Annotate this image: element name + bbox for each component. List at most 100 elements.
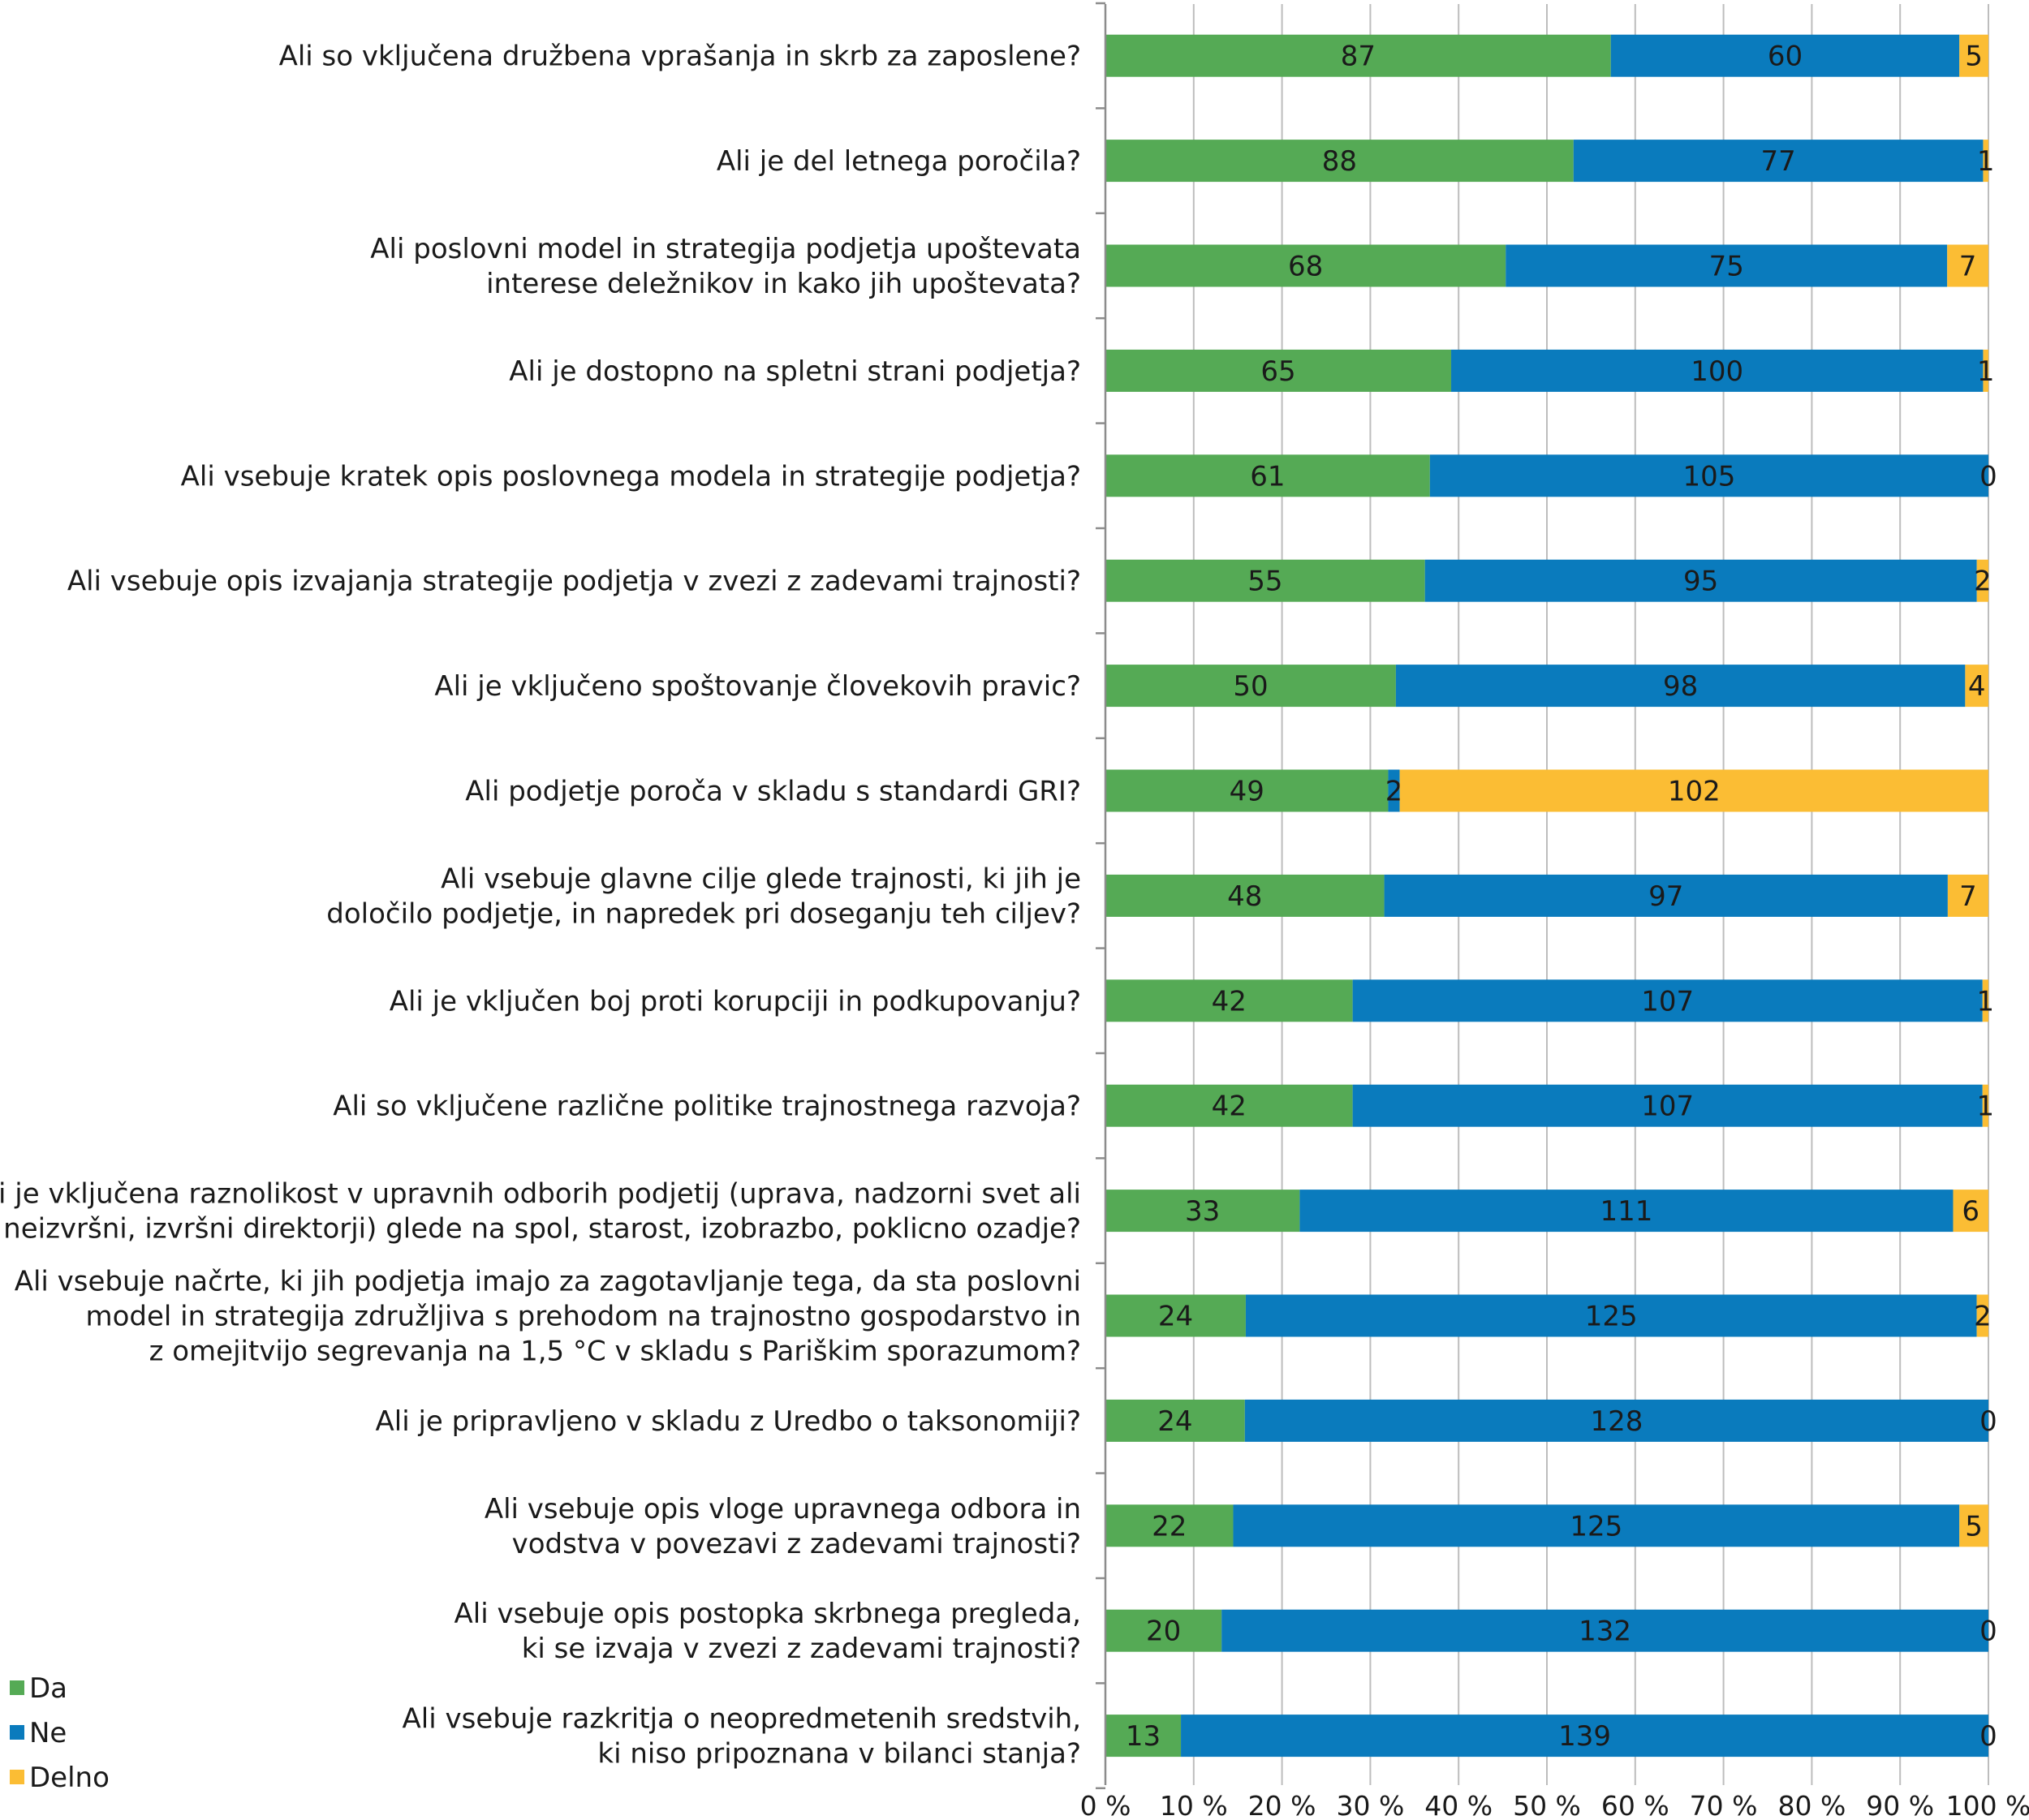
data-label: 139 — [1558, 1720, 1611, 1753]
data-label: 4 — [1968, 670, 1986, 703]
data-label: 88 — [1322, 145, 1357, 178]
data-label: 22 — [1152, 1510, 1187, 1542]
bar-segment-ne — [1395, 665, 1966, 708]
bar-segment-delno — [1947, 874, 1988, 917]
data-label: 7 — [1959, 880, 1977, 913]
x-tick-label: 90 % — [1866, 1790, 1934, 1820]
bar-segment-ne — [1388, 769, 1400, 812]
data-label: 125 — [1570, 1510, 1622, 1542]
data-label: 105 — [1682, 460, 1735, 493]
category-label: Ali je dostopno na spletni strani podjet… — [509, 355, 1081, 388]
bar-segment-ne — [1451, 349, 1984, 392]
category-label: Ali vsebuje razkritja o neopredmetenih s… — [403, 1703, 1081, 1736]
data-label: 13 — [1126, 1720, 1161, 1753]
category-label: interese deležnikov in kako jih upošteva… — [486, 268, 1081, 300]
data-label: 42 — [1212, 1091, 1247, 1123]
category-label: Ali vsebuje opis vloge upravnega odbora … — [485, 1493, 1081, 1525]
bar-segment-delno — [1399, 769, 1988, 812]
data-label: 0 — [1979, 1616, 1997, 1648]
category-label: Ali je pripravljeno v skladu z Uredbo o … — [376, 1405, 1081, 1438]
bar-segment-da — [1105, 1609, 1222, 1652]
data-label: 33 — [1185, 1195, 1220, 1228]
data-label: 77 — [1760, 145, 1795, 178]
bar-segment-da — [1105, 1504, 1234, 1547]
x-tick-label: 100 % — [1946, 1790, 2029, 1820]
bar-segment-ne — [1221, 1609, 1988, 1652]
bar-segment-da — [1105, 1399, 1245, 1442]
data-label: 1 — [1977, 1091, 1995, 1123]
x-tick-label: 70 % — [1690, 1790, 1758, 1820]
data-label: 128 — [1590, 1405, 1643, 1438]
bar-segment-delno — [1976, 1294, 1988, 1337]
data-label: 132 — [1579, 1616, 1631, 1648]
bar-segment-da — [1105, 1715, 1182, 1758]
x-tick-label: 80 % — [1777, 1790, 1846, 1820]
bar-segment-delno — [1965, 665, 1988, 708]
bar-segment-ne — [1299, 1190, 1954, 1233]
category-label: Ali je vključeno spoštovanje človekovih … — [434, 670, 1081, 703]
bar-segment-da — [1105, 1294, 1246, 1337]
data-label: 24 — [1158, 1301, 1193, 1333]
legend: Da Ne Delno — [10, 1672, 110, 1794]
bar-segment-delno — [1959, 1504, 1988, 1547]
category-label: Ali je vključena raznolikost v upravnih … — [0, 1178, 1081, 1211]
category-label: Ali je vključen boj proti korupciji in p… — [390, 985, 1081, 1018]
x-tick-label: 10 % — [1160, 1790, 1228, 1820]
category-label: Ali vsebuje načrte, ki jih podjetja imaj… — [15, 1266, 1081, 1298]
data-label: 61 — [1250, 460, 1285, 493]
data-label: 20 — [1146, 1616, 1181, 1648]
category-label: Ali je del letnega poročila? — [717, 145, 1081, 178]
data-label: 48 — [1227, 880, 1262, 913]
category-label: Ali vsebuje kratek opis poslovnega model… — [181, 460, 1081, 493]
x-tick-label: 60 % — [1601, 1790, 1669, 1820]
bar-segment-ne — [1573, 140, 1984, 183]
data-label: 68 — [1288, 251, 1323, 283]
bar-segment-delno — [1959, 34, 1988, 77]
data-label: 5 — [1965, 41, 1983, 73]
legend-swatch-ne — [10, 1725, 24, 1740]
data-label: 125 — [1585, 1301, 1638, 1333]
bar-segment-ne — [1429, 454, 1988, 497]
bar-segment-da — [1105, 769, 1389, 812]
bar-segment-ne — [1245, 1294, 1977, 1337]
data-label: 100 — [1691, 355, 1743, 388]
bar-segment-ne — [1352, 1084, 1983, 1127]
data-label: 95 — [1683, 566, 1718, 598]
bar-segment-da — [1105, 874, 1385, 917]
category-label: z omejitvijo segrevanja na 1,5 °C v skla… — [149, 1336, 1081, 1368]
data-label: 2 — [1974, 1301, 1992, 1333]
bar-segment-delno — [1982, 1084, 1988, 1127]
category-label: Ali vsebuje glavne cilje glede trajnosti… — [441, 863, 1081, 895]
category-label: Ali podjetje poroča v skladu s standardi… — [465, 776, 1081, 808]
bar-segment-ne — [1352, 979, 1983, 1022]
x-tick-label: 20 % — [1248, 1790, 1316, 1820]
bar-segment-delno — [1982, 979, 1988, 1022]
data-label: 75 — [1709, 251, 1744, 283]
x-tick-label: 40 % — [1424, 1790, 1493, 1820]
bar-segment-ne — [1244, 1399, 1988, 1442]
x-tick-label: 30 % — [1336, 1790, 1404, 1820]
data-label: 6 — [1962, 1195, 1979, 1228]
x-axis: 0 % 10 % 20 % 30 % 40 % 50 % 60 % 70 % 80 % 90 % 1… — [1080, 2, 2029, 1820]
bar-segment-da — [1105, 140, 1574, 183]
data-label: 107 — [1641, 985, 1694, 1018]
bar-segment-delno — [1983, 140, 1988, 183]
data-label: 111 — [1600, 1195, 1652, 1228]
legend-label-ne: Ne — [29, 1717, 67, 1749]
bar-segment-ne — [1610, 34, 1960, 77]
category-label: Ali so vključena družbena vprašanja in s… — [279, 41, 1081, 73]
data-label: 98 — [1663, 670, 1698, 703]
legend-label-da: Da — [29, 1672, 67, 1705]
category-label: Ali vsebuje opis postopka skrbnega pregl… — [454, 1598, 1081, 1630]
bar-segment-da — [1105, 244, 1506, 287]
bar-segment-da — [1105, 349, 1452, 392]
bar-segment-da — [1105, 665, 1396, 708]
data-label: 102 — [1668, 776, 1721, 808]
bars: 87 60 588 77 168 75 765 100 161 105 055 95 250 98 449 2… — [1105, 34, 1997, 1758]
data-label: 0 — [1979, 1720, 1997, 1753]
data-label: 50 — [1233, 670, 1268, 703]
bar-segment-ne — [1233, 1504, 1960, 1547]
data-label: 60 — [1768, 41, 1803, 73]
category-label: ki se izvaja v zvezi z zadevami trajnost… — [522, 1633, 1081, 1665]
x-tick-label: 50 % — [1513, 1790, 1581, 1820]
